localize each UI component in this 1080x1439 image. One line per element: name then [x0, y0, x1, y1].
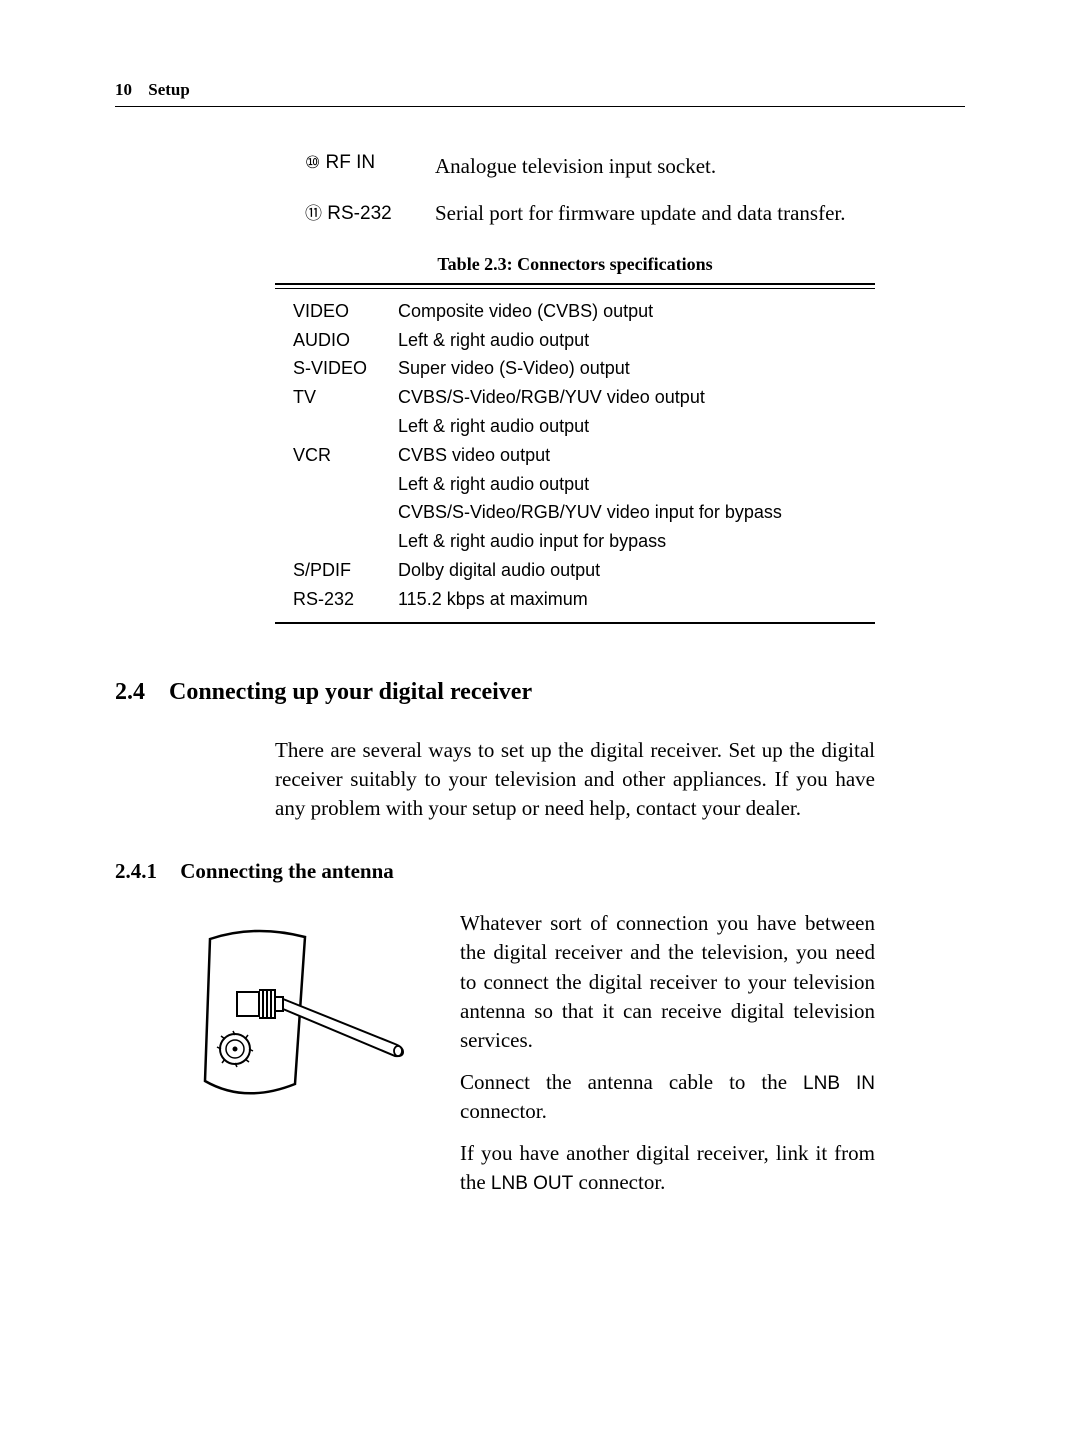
marker-icon: ⑪: [305, 199, 322, 224]
spec-col1: S/PDIF: [293, 556, 398, 585]
spec-col2: Composite video (CVBS) output: [398, 297, 875, 326]
spec-row: CVBS/S-Video/RGB/YUV video input for byp…: [275, 498, 875, 527]
section-title: Connecting up your digital receiver: [169, 679, 532, 705]
spec-col1: VCR: [293, 441, 398, 470]
def-desc: Analogue television input socket.: [435, 152, 716, 181]
subsection-heading: 2.4.1 Connecting the antenna: [115, 859, 965, 884]
def-desc: Serial port for firmware update and data…: [435, 199, 846, 228]
spec-row: Left & right audio output: [275, 412, 875, 441]
subsection-number: 2.4.1: [115, 859, 157, 883]
spec-col2: CVBS video output: [398, 441, 875, 470]
definition-row: ⑪ RS-232 Serial port for firmware update…: [305, 199, 875, 228]
spec-row: Left & right audio output: [275, 470, 875, 499]
spec-col2: Left & right audio input for bypass: [398, 527, 875, 556]
spec-col2: Dolby digital audio output: [398, 556, 875, 585]
spec-col1: RS-232: [293, 585, 398, 614]
spec-col1: S-VIDEO: [293, 354, 398, 383]
spec-row: Left & right audio input for bypass: [275, 527, 875, 556]
spec-row: VCRCVBS video output: [275, 441, 875, 470]
def-label: RS-232: [327, 203, 391, 224]
antenna-figure: [185, 909, 435, 1139]
spec-row: S-VIDEOSuper video (S-Video) output: [275, 354, 875, 383]
spec-col2: Super video (S-Video) output: [398, 354, 875, 383]
spec-col1: [293, 412, 398, 441]
section-number: 2.4: [115, 679, 145, 705]
connector-label: LNB IN: [803, 1073, 875, 1094]
spec-col2: CVBS/S-Video/RGB/YUV video output: [398, 383, 875, 412]
spec-col1: [293, 470, 398, 499]
antenna-para1: Whatever sort of connection you have bet…: [460, 909, 875, 1056]
spec-col2: Left & right audio output: [398, 326, 875, 355]
chapter-title: Setup: [148, 80, 190, 99]
subsection-title: Connecting the antenna: [180, 859, 394, 883]
spec-row: RS-232115.2 kbps at maximum: [275, 585, 875, 614]
page-header: 10 Setup: [115, 80, 965, 107]
spec-col2: Left & right audio output: [398, 412, 875, 441]
spec-table: VIDEOComposite video (CVBS) outputAUDIOL…: [275, 283, 875, 624]
spec-row: TVCVBS/S-Video/RGB/YUV video output: [275, 383, 875, 412]
spec-col2: Left & right audio output: [398, 470, 875, 499]
definition-list: ⑩ RF IN Analogue television input socket…: [305, 152, 875, 229]
spec-col1: VIDEO: [293, 297, 398, 326]
marker-icon: ⑩: [305, 153, 320, 173]
section-body: There are several ways to set up the dig…: [275, 736, 875, 824]
spec-col1: [293, 527, 398, 556]
section-heading: 2.4 Connecting up your digital receiver: [115, 679, 965, 706]
spec-col1: [293, 498, 398, 527]
page-number: 10: [115, 80, 132, 99]
connector-label: LNB OUT: [491, 1173, 573, 1194]
antenna-text: Whatever sort of connection you have bet…: [460, 909, 875, 1210]
def-label: RF IN: [326, 152, 376, 173]
antenna-section: Whatever sort of connection you have bet…: [115, 909, 965, 1210]
spec-col2: CVBS/S-Video/RGB/YUV video input for byp…: [398, 498, 875, 527]
definition-row: ⑩ RF IN Analogue television input socket…: [305, 152, 875, 181]
spec-row: AUDIOLeft & right audio output: [275, 326, 875, 355]
table-caption: Table 2.3: Connectors specifications: [275, 254, 875, 275]
spec-row: S/PDIFDolby digital audio output: [275, 556, 875, 585]
spec-col2: 115.2 kbps at maximum: [398, 585, 875, 614]
spec-col1: AUDIO: [293, 326, 398, 355]
antenna-para2: Connect the antenna cable to the LNB IN …: [460, 1068, 875, 1127]
spec-col1: TV: [293, 383, 398, 412]
antenna-para3: If you have another digital receiver, li…: [460, 1139, 875, 1198]
spec-row: VIDEOComposite video (CVBS) output: [275, 297, 875, 326]
